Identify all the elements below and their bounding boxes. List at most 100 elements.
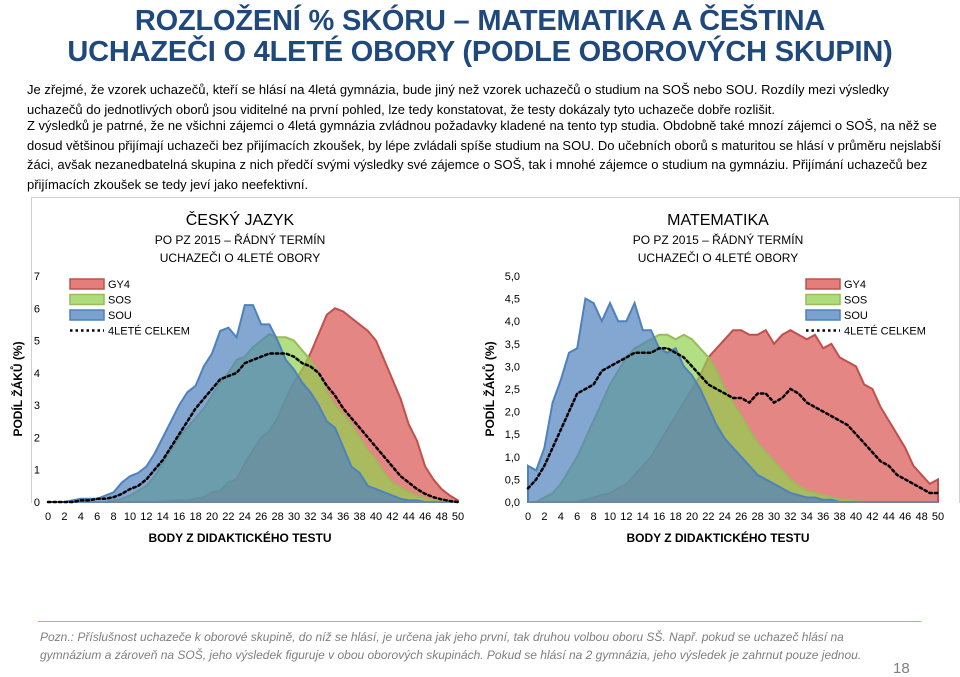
x-tick-label: 24 (719, 511, 731, 523)
x-tick-label: 12 (620, 511, 632, 523)
y-tick-label: 1,5 (505, 429, 520, 441)
x-tick-label: 42 (386, 511, 398, 523)
y-tick-label: 5,0 (505, 271, 520, 283)
x-tick-label: 6 (574, 511, 580, 523)
x-axis-title: BODY Z DIDAKTICKÉHO TESTU (626, 530, 809, 545)
footnote: Pozn.: Příslušnost uchazeče k oborové sk… (40, 630, 862, 662)
x-tick-label: 48 (435, 511, 447, 523)
y-tick-label: 2,0 (505, 407, 520, 419)
x-tick-label: 8 (591, 511, 597, 523)
x-axis-title: BODY Z DIDAKTICKÉHO TESTU (148, 530, 331, 545)
x-tick-label: 46 (899, 511, 911, 523)
chart-legend: GY4 SOS SOU 4LETÉ CELKEM (69, 278, 190, 338)
legend-label: SOS (108, 295, 131, 307)
x-tick-label: 18 (189, 511, 201, 523)
x-tick-label: 26 (255, 511, 267, 523)
y-tick-label: 6 (34, 303, 40, 315)
chart-legend: GY4 SOS SOU 4LETÉ CELKEM (805, 278, 926, 338)
y-tick-label: 2 (34, 432, 40, 444)
x-tick-label: 4 (558, 511, 564, 523)
x-tick-label: 18 (669, 511, 681, 523)
x-tick-label: 14 (637, 511, 649, 523)
legend-swatch-sos (805, 293, 841, 306)
page-title: ROZLOŽENÍ % SKÓRU – MATEMATIKA A ČEŠTINA… (0, 6, 960, 68)
legend-swatch-gy4 (69, 278, 105, 290)
x-tick-label: 28 (271, 511, 283, 523)
legend-label: 4LETÉ CELKEM (844, 325, 926, 338)
chart-matematika: MATEMATIKA PO PZ 2015 – ŘÁDNÝ TERMÍN UCHAZ… (481, 212, 944, 545)
x-tick-label: 26 (735, 511, 747, 523)
x-tick-label: 34 (321, 511, 333, 523)
x-tick-label: 22 (702, 511, 714, 523)
y-tick-label: 1,0 (505, 452, 520, 464)
x-tick-label: 34 (801, 511, 813, 523)
chart-subtitle-2: UCHAZEČI O 4LETÉ OBORY (160, 250, 320, 265)
chart-cesky-jazyk: ČESKÝ JAZYK PO PZ 2015 – ŘÁDNÝ TERMÍN UCHA… (9, 210, 464, 545)
y-tick-label: 0 (34, 497, 40, 509)
x-tick-label: 20 (686, 511, 698, 523)
intro-paragraph-2: Z výsledků je patrné, že ne všichni záje… (27, 118, 942, 192)
x-tick-label: 2 (541, 511, 547, 523)
x-tick-label: 44 (883, 511, 895, 523)
x-tick-label: 32 (304, 511, 316, 523)
x-tick-label: 20 (206, 511, 218, 523)
chart-title: ČESKÝ JAZYK (186, 210, 295, 229)
x-tick-label: 14 (157, 511, 169, 523)
y-tick-label: 4 (34, 368, 40, 380)
x-tick-label: 4 (78, 511, 84, 523)
chart-subtitle-1: PO PZ 2015 – ŘÁDNÝ TERMÍN (633, 232, 804, 247)
legend-swatch-sou (805, 309, 841, 321)
x-tick-label: 12 (140, 511, 152, 523)
x-tick-label: 10 (124, 511, 136, 523)
x-tick-label: 2 (61, 511, 67, 523)
x-tick-label: 6 (94, 511, 100, 523)
legend-label: SOS (844, 295, 867, 307)
x-tick-label: 16 (173, 511, 185, 523)
page-number: 18 (893, 660, 910, 677)
x-tick-label: 50 (452, 511, 464, 523)
y-tick-label: 2,5 (505, 384, 520, 396)
x-tick-label: 28 (751, 511, 763, 523)
x-tick-label: 50 (932, 511, 944, 523)
legend-label: GY4 (108, 279, 130, 291)
x-tick-label: 22 (222, 511, 234, 523)
y-tick-label: 1 (34, 465, 40, 477)
x-tick-label: 44 (403, 511, 415, 523)
legend-swatch-gy4 (805, 278, 841, 290)
x-tick-label: 30 (768, 511, 780, 523)
chart-title: MATEMATIKA (667, 212, 769, 229)
charts-canvas: ČESKÝ JAZYK PO PZ 2015 – ŘÁDNÝ TERMÍN UCHA… (9, 210, 944, 545)
x-tick-label: 36 (817, 511, 829, 523)
x-tick-label: 38 (833, 511, 845, 523)
y-axis-title: PODÍL ŽÁKŮ (%) (9, 341, 25, 436)
series-line-celkem (526, 347, 940, 495)
y-axis-title: PODÍL ŽÁKŮ (%) (481, 341, 497, 436)
chart-subtitle-2: UCHAZEČI O 4LETÉ OBORY (638, 250, 798, 265)
x-tick-label: 30 (288, 511, 300, 523)
y-tick-label: 3,5 (505, 339, 520, 351)
legend-label: GY4 (844, 279, 866, 291)
note-divider (38, 621, 921, 622)
legend-label: 4LETÉ CELKEM (108, 325, 190, 338)
series-area-sou (48, 304, 458, 503)
x-tick-label: 24 (239, 511, 251, 523)
x-tick-label: 40 (850, 511, 862, 523)
y-tick-label: 5 (34, 336, 40, 348)
x-tick-label: 42 (866, 511, 878, 523)
x-tick-label: 32 (784, 511, 796, 523)
x-tick-label: 38 (353, 511, 365, 523)
x-tick-label: 0 (45, 511, 51, 523)
y-tick-label: 0,0 (505, 497, 520, 509)
y-tick-label: 4,5 (505, 294, 520, 306)
legend-swatch-sos (69, 293, 105, 306)
y-tick-label: 3 (34, 400, 40, 412)
title-line-1: ROZLOŽENÍ % SKÓRU – MATEMATIKA A ČEŠTINA (134, 5, 826, 37)
x-tick-label: 10 (604, 511, 616, 523)
x-tick-label: 40 (370, 511, 382, 523)
x-tick-label: 46 (419, 511, 431, 523)
x-tick-label: 8 (111, 511, 117, 523)
y-tick-label: 3,0 (505, 361, 520, 373)
title-line-2: UCHAZEČI O 4LETÉ OBORY (PODLE OBOROVÝCH … (67, 36, 893, 68)
legend-label: SOU (844, 310, 868, 322)
legend-swatch-sou (69, 309, 105, 321)
